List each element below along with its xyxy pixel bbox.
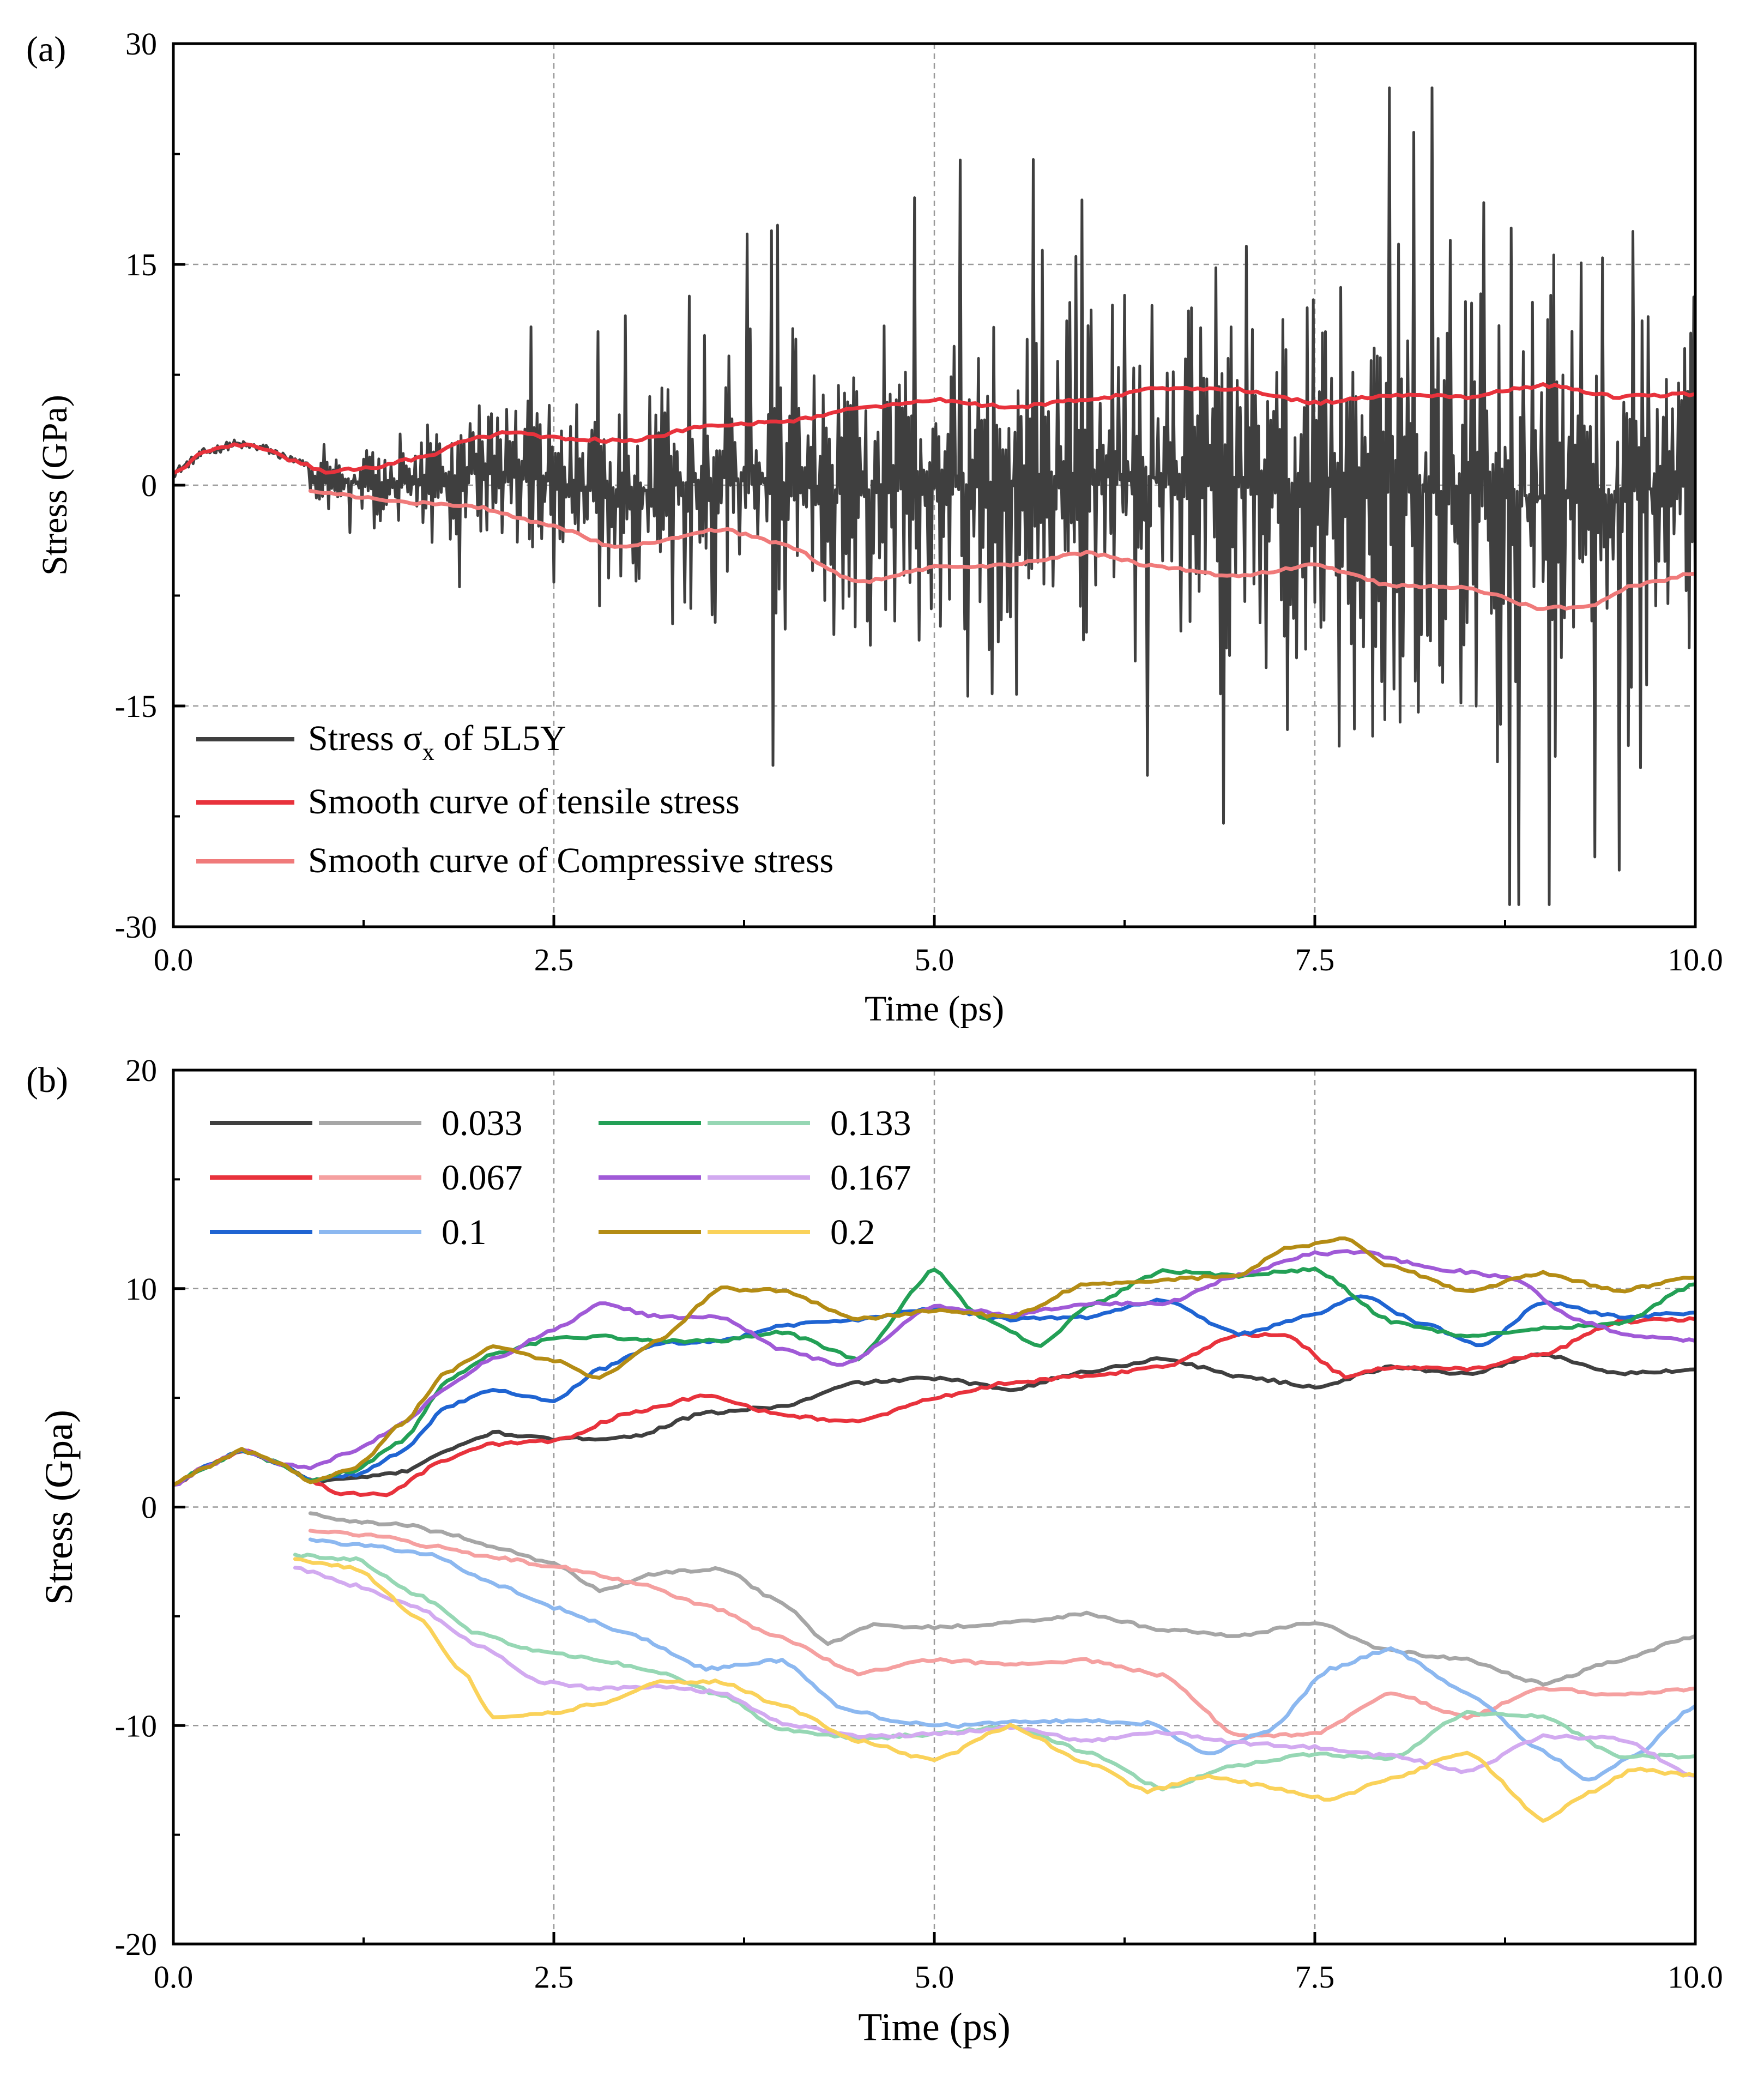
panel-a-xlabel: Time (ps) bbox=[865, 989, 1004, 1029]
legend-label: 0.2 bbox=[830, 1212, 875, 1252]
x-tick-label: 10.0 bbox=[1668, 942, 1723, 977]
y-tick-label: 0 bbox=[141, 1490, 157, 1525]
panel-b-series bbox=[173, 1236, 1695, 1823]
legend-label: Smooth curve of tensile stress bbox=[308, 782, 740, 822]
x-tick-label: 0.0 bbox=[154, 1959, 194, 1995]
x-tick-label: 7.5 bbox=[1295, 942, 1335, 977]
series-line-smooth-curve-of-tensile-stress bbox=[173, 382, 1695, 475]
panel-a-ticks: 0.0 2.5 5.0 7.5 10.0 -30 -15 0 15 30 bbox=[115, 26, 1723, 977]
series-line-0-2-compressive bbox=[293, 1557, 1695, 1823]
panel-a-series bbox=[173, 86, 1695, 906]
y-tick-label: 20 bbox=[125, 1053, 157, 1088]
panel-b-xlabel: Time (ps) bbox=[858, 2005, 1010, 2049]
legend-label: Smooth curve of Compressive stress bbox=[308, 841, 833, 880]
y-tick-label: 10 bbox=[125, 1271, 157, 1307]
series-line-0-033-compressive bbox=[308, 1511, 1695, 1687]
series-line-0-167-tensile bbox=[173, 1249, 1695, 1487]
legend-label: 0.133 bbox=[830, 1103, 911, 1143]
y-tick-label: -30 bbox=[115, 909, 157, 945]
panel-b-tag: (b) bbox=[26, 1060, 68, 1100]
panel-b-grid bbox=[173, 1070, 1695, 1944]
legend-label: 0.1 bbox=[442, 1212, 487, 1252]
x-tick-label: 7.5 bbox=[1295, 1959, 1335, 1995]
panel-b-ticks: 0.0 2.5 5.0 7.5 10.0 -20 -10 0 10 20 bbox=[115, 1053, 1723, 1995]
y-tick-label: -10 bbox=[115, 1708, 157, 1743]
x-tick-label: 0.0 bbox=[154, 942, 194, 977]
series-line-0-067-tensile bbox=[173, 1316, 1695, 1498]
y-tick-label: 15 bbox=[125, 247, 157, 282]
panel-a-legend: Stress σx of 5L5Y Smooth curve of tensile… bbox=[196, 719, 833, 880]
x-tick-label: 5.0 bbox=[915, 942, 955, 977]
y-tick-label: -15 bbox=[115, 689, 157, 724]
legend-label: 0.033 bbox=[442, 1103, 523, 1143]
x-tick-label: 5.0 bbox=[915, 1959, 955, 1995]
panel-a-tag: (a) bbox=[26, 29, 66, 69]
x-tick-label: 10.0 bbox=[1668, 1959, 1723, 1995]
y-tick-label: 0 bbox=[141, 468, 157, 503]
series-line-0-067-compressive bbox=[308, 1529, 1695, 1739]
series-line-0-133-compressive bbox=[293, 1553, 1695, 1792]
series-line-0-2-tensile bbox=[173, 1236, 1695, 1487]
series-line-stress-x-of-5l5y bbox=[173, 86, 1695, 906]
legend-label: 0.167 bbox=[830, 1158, 911, 1198]
series-line-0-167-compressive bbox=[293, 1566, 1695, 1778]
panel-b-legend: 0.033 0.067 0.1 0.133 0.167 0.2 bbox=[210, 1103, 911, 1252]
series-line-0-033-tensile bbox=[173, 1352, 1695, 1487]
y-tick-label: -20 bbox=[115, 1927, 157, 1962]
x-tick-label: 2.5 bbox=[534, 942, 574, 977]
series-line-0-1-compressive bbox=[308, 1537, 1695, 1782]
panel-a-ylabel: Stress (GPa) bbox=[35, 395, 75, 576]
panel-a: (a) 0.0 2.5 5.0 7.5 10.0 -30 -15 0 15 30 Stress σ… bbox=[26, 26, 1723, 1029]
legend-label: 0.067 bbox=[442, 1158, 523, 1198]
y-tick-label: 30 bbox=[125, 26, 157, 62]
panel-b-ylabel: Stress (Gpa) bbox=[37, 1410, 81, 1605]
series-line-smooth-curve-of-compressive-stress bbox=[308, 489, 1695, 611]
x-tick-label: 2.5 bbox=[534, 1959, 574, 1995]
legend-label: Stress σx of 5L5Y bbox=[308, 719, 566, 765]
